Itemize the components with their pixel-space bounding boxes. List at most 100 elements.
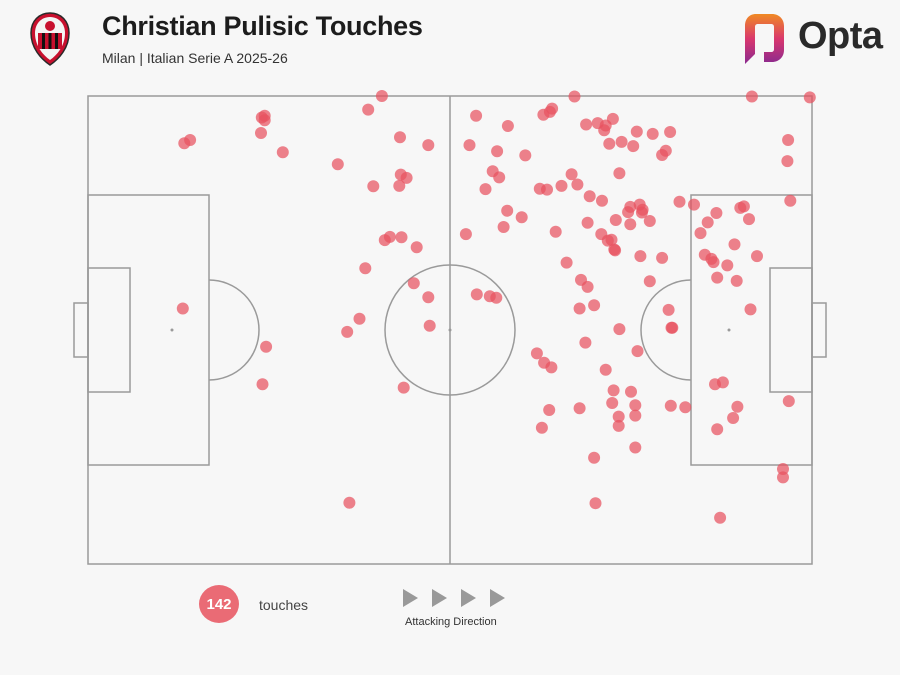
touch-point xyxy=(716,376,729,389)
touch-point xyxy=(635,206,648,219)
touch-point xyxy=(803,91,816,104)
touch-point xyxy=(711,423,724,436)
right-goal xyxy=(811,302,827,358)
touch-point xyxy=(549,225,562,238)
touch-point xyxy=(728,238,741,251)
touch-point xyxy=(629,441,642,454)
touch-point xyxy=(629,409,642,422)
touch-point xyxy=(627,140,640,153)
touch-point xyxy=(543,404,556,416)
touch-point xyxy=(664,399,677,412)
touch-point xyxy=(606,112,619,125)
touch-point xyxy=(255,127,267,139)
touch-point xyxy=(622,206,635,219)
direction-arrow-icon xyxy=(490,589,505,607)
touch-point xyxy=(730,274,743,287)
touch-point xyxy=(609,244,622,257)
touch-point xyxy=(470,288,483,301)
right-penalty-spot xyxy=(727,328,731,332)
left-penalty-area xyxy=(87,194,210,466)
touch-point xyxy=(560,256,573,269)
touch-point xyxy=(515,211,528,224)
touch-point xyxy=(630,125,643,138)
touch-point xyxy=(535,421,548,434)
centre-spot xyxy=(448,328,452,332)
touch-point xyxy=(634,250,647,263)
touch-point xyxy=(710,207,723,219)
touch-point xyxy=(679,401,692,414)
touch-point xyxy=(353,312,366,325)
touch-point xyxy=(714,511,727,524)
touch-point xyxy=(743,213,755,226)
touch-point xyxy=(666,321,679,334)
touch-point xyxy=(599,363,612,376)
touch-point xyxy=(497,221,510,233)
touch-point xyxy=(581,216,594,229)
touch-point xyxy=(777,471,789,484)
touch-point xyxy=(422,291,435,304)
touch-point xyxy=(541,183,553,196)
touch-point xyxy=(583,190,596,203)
touch-point xyxy=(629,399,642,412)
touch-point xyxy=(258,114,271,127)
touch-point xyxy=(571,178,584,191)
chart-title: Christian Pulisic Touches xyxy=(102,11,423,41)
touch-point xyxy=(643,215,656,227)
touch-point xyxy=(176,302,189,315)
touch-point xyxy=(579,336,592,349)
centre-circle xyxy=(384,264,516,396)
touch-point xyxy=(394,131,406,144)
touch-point xyxy=(727,412,740,424)
left-goal xyxy=(73,302,89,358)
touch-point xyxy=(688,198,700,211)
touch-point xyxy=(545,361,558,374)
touch-point xyxy=(782,134,795,146)
touch-point xyxy=(395,231,408,244)
touch-point xyxy=(519,149,532,162)
pitch-markings xyxy=(73,95,827,565)
right-six-yard-box xyxy=(769,267,813,393)
touch-point xyxy=(383,230,396,243)
touch-point xyxy=(580,118,593,131)
touch-point xyxy=(423,319,436,332)
opta-logo-icon xyxy=(745,14,784,64)
touch-point xyxy=(609,214,622,226)
attacking-direction-label: Attacking Direction xyxy=(405,616,497,628)
touch-point xyxy=(659,144,672,157)
direction-arrow-icon xyxy=(432,589,447,607)
touch-point xyxy=(493,171,506,184)
touch-point xyxy=(613,323,626,336)
touch-point xyxy=(751,250,763,263)
touch-point xyxy=(260,340,273,353)
touch-point xyxy=(596,194,608,207)
touch-point xyxy=(276,146,289,159)
direction-arrow-icon xyxy=(461,589,476,607)
touch-point xyxy=(407,277,420,290)
touch-point xyxy=(777,463,789,475)
touch-point xyxy=(400,171,413,184)
touch-point xyxy=(606,397,619,409)
touch-point xyxy=(573,302,586,315)
touch-point xyxy=(744,303,757,316)
left-penalty-spot xyxy=(170,328,174,332)
touch-point xyxy=(588,299,601,312)
touch-point xyxy=(362,103,375,116)
milan-crest-icon xyxy=(30,12,70,66)
right-penalty-arc xyxy=(640,279,692,381)
touch-point xyxy=(601,234,614,247)
touch-point xyxy=(343,496,356,509)
touch-point xyxy=(624,218,637,231)
touch-point xyxy=(711,271,724,284)
touch-point xyxy=(782,395,795,408)
touch-point xyxy=(734,201,747,214)
touch-point xyxy=(490,291,503,304)
touch-point xyxy=(701,216,714,229)
touch-point xyxy=(694,227,707,240)
touch-point xyxy=(463,139,476,152)
touch-point xyxy=(613,167,626,180)
left-six-yard-box xyxy=(87,267,131,393)
touch-point xyxy=(393,179,406,192)
touch-point xyxy=(256,378,269,391)
touch-point xyxy=(568,90,581,103)
